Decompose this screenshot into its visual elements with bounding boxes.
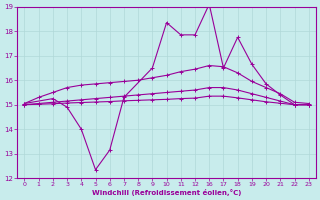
X-axis label: Windchill (Refroidissement éolien,°C): Windchill (Refroidissement éolien,°C)	[92, 189, 241, 196]
